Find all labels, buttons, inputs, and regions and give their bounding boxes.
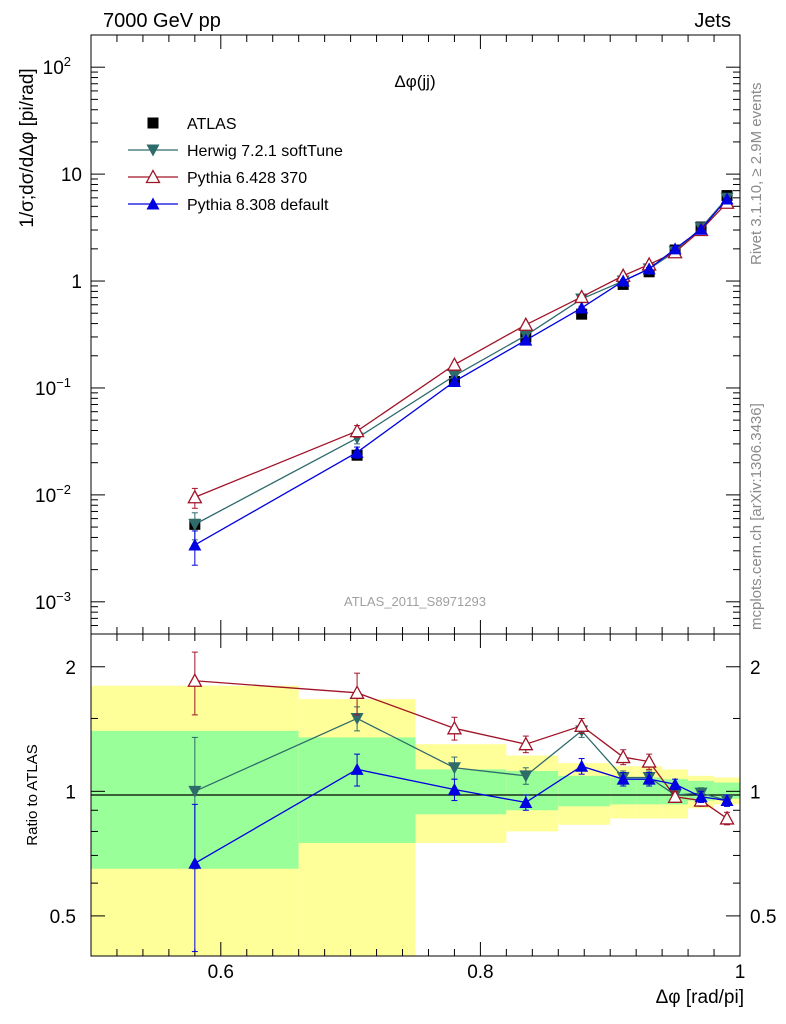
- legend-label-pythia-6-428-370: Pythia 6.428 370: [187, 170, 307, 187]
- ratio-point-herwig-7-2-1-softtune: [350, 712, 364, 725]
- ratio-point-pythia-6-428-370: [349, 684, 365, 699]
- main-y-tick-label: 102: [43, 54, 71, 79]
- legend-label-pythia-8-308-default: Pythia 8.308 default: [187, 197, 329, 214]
- ratio-point-pythia-6-428-370: [615, 749, 631, 764]
- data-point-pythia-8-308-default: [519, 333, 533, 346]
- main-y-tick-label: 10−2: [35, 482, 71, 507]
- main-y-tick-label: 1: [71, 272, 82, 293]
- ratio-panel: 0.5 0.5 1 1 2 2 0.6 0.8 1 Ratio to ATLAS Δφ [rad…: [24, 633, 777, 1008]
- ratio-y-tick-label-left: 1: [65, 782, 76, 803]
- header-left: 7000 GeV pp: [103, 10, 221, 32]
- ratio-series-pythia-8-308-default: [188, 753, 734, 953]
- ratio-point-herwig-7-2-1-softtune: [447, 762, 461, 775]
- ratio-y-tick-label-right: 0.5: [750, 907, 776, 928]
- main-y-tick-labels: 10−3 10−2 10−1 1 10 102: [35, 54, 82, 614]
- ratio-point-pythia-6-428-370: [667, 788, 683, 803]
- ratio-line-pythia-6-428-370: [194, 680, 728, 819]
- main-panel: 10−3 10−2 10−1 1 10 102 Δφ(jj) 1/σ;dσ/dΔφ [pi…: [17, 34, 741, 635]
- legend: ATLAS Herwig 7.2.1 softTune Pythia 6.428 3…: [128, 116, 343, 214]
- band-inner-bin: [415, 769, 507, 815]
- ratio-series-pythia-6-428-370: [187, 651, 735, 826]
- series-pythia-8-308-default: [188, 192, 734, 566]
- x-tick-label: 1: [735, 962, 746, 983]
- legend-label-herwig-7-2-1-softtune: Herwig 7.2.1 softTune: [187, 143, 343, 160]
- ratio-point-pythia-6-428-370: [446, 720, 463, 735]
- data-point-pythia-8-308-default: [350, 445, 364, 458]
- ratio-point-pythia-8-308-default: [720, 794, 734, 807]
- ratio-y-tick-label-right: 1: [750, 782, 761, 803]
- main-y-tick-label: 10−3: [35, 589, 71, 614]
- main-y-tick-label: 10−1: [35, 375, 71, 400]
- mcplots-label: mcplots.cern.ch [arXiv:1306.3436]: [748, 403, 765, 630]
- legend-marker-pythia-8-308-default: [146, 197, 160, 210]
- ratio-error-bar-pythia-8-308-default: [191, 803, 198, 953]
- band-inner-bin: [506, 770, 559, 811]
- ratio-y-tick-label-left: 0.5: [50, 907, 76, 928]
- data-point-pythia-8-308-default: [694, 222, 708, 235]
- data-point-atlas: [576, 308, 588, 320]
- data-point-pythia-8-308-default: [720, 192, 734, 205]
- legend-marker-atlas: [147, 117, 159, 129]
- data-point-pythia-8-308-default: [188, 538, 202, 551]
- data-point-pythia-8-308-default: [668, 242, 682, 255]
- ratio-tick-labels: 0.5 0.5 1 1 2 2 0.6 0.8 1: [50, 658, 777, 983]
- ratio-y-tick-label-left: 2: [65, 658, 76, 679]
- ratio-frame: [90, 633, 741, 957]
- ratio-point-pythia-8-308-default: [575, 759, 589, 772]
- data-point-pythia-8-308-default: [575, 301, 589, 314]
- main-data-layer: [187, 190, 735, 566]
- analysis-id: ATLAS_2011_S8971293: [344, 594, 486, 609]
- data-point-pythia-6-428-370: [446, 356, 463, 371]
- legend-marker-pythia-6-428-370: [145, 169, 161, 184]
- ratio-point-pythia-6-428-370: [518, 736, 534, 751]
- series-line-pythia-8-308-default: [194, 198, 728, 546]
- ratio-y-axis-label: Ratio to ATLAS: [24, 744, 41, 845]
- ratio-series-herwig-7-2-1-softtune: [188, 706, 734, 870]
- ratio-point-pythia-6-428-370: [187, 672, 203, 687]
- legend-marker-herwig-7-2-1-softtune: [146, 144, 160, 157]
- data-point-herwig-7-2-1-softtune: [188, 518, 202, 531]
- ratio-point-pythia-6-428-370: [641, 753, 657, 768]
- ratio-point-pythia-6-428-370: [574, 717, 590, 732]
- rivet-version-label: Rivet 3.1.10, ≥ 2.9M events: [748, 83, 765, 266]
- ratio-point-pythia-8-308-default: [616, 772, 630, 785]
- band-inner-bin: [298, 737, 416, 844]
- main-y-tick-label: 10: [61, 165, 82, 186]
- ratio-point-pythia-8-308-default: [668, 777, 682, 790]
- ratio-point-pythia-8-308-default: [519, 795, 533, 808]
- data-point-pythia-6-428-370: [349, 423, 365, 438]
- band-inner-bin: [558, 775, 611, 807]
- legend-label-atlas: ATLAS: [187, 116, 237, 133]
- ratio-data-layer: [187, 651, 735, 953]
- data-point-pythia-6-428-370: [187, 489, 203, 504]
- x-tick-label: 0.6: [208, 962, 234, 983]
- series-line-pythia-6-428-370: [194, 202, 728, 498]
- ratio-point-pythia-8-308-default: [694, 790, 708, 803]
- ratio-point-herwig-7-2-1-softtune: [188, 785, 202, 798]
- ratio-uncertainty-bands: [91, 685, 740, 956]
- ratio-line-pythia-8-308-default: [194, 765, 728, 864]
- ratio-point-pythia-8-308-default: [350, 762, 364, 775]
- main-axis-ticks: [90, 34, 741, 635]
- ratio-point-pythia-8-308-default: [188, 856, 202, 869]
- header-right: Jets: [694, 10, 731, 32]
- x-tick-label: 0.8: [467, 962, 493, 983]
- series-atlas: [189, 190, 733, 530]
- ratio-y-tick-label-right: 2: [750, 658, 761, 679]
- data-point-pythia-8-308-default: [616, 274, 630, 287]
- data-point-pythia-6-428-370: [518, 316, 534, 331]
- ratio-point-pythia-8-308-default: [642, 772, 656, 785]
- main-title: Δφ(jj): [394, 72, 435, 91]
- data-point-pythia-8-308-default: [642, 262, 656, 275]
- data-point-pythia-8-308-default: [447, 374, 461, 387]
- ratio-line-herwig-7-2-1-softtune: [194, 717, 728, 802]
- x-axis-label: Δφ [rad/pi]: [656, 987, 744, 1008]
- ratio-point-pythia-8-308-default: [447, 783, 461, 796]
- series-pythia-6-428-370: [187, 194, 735, 509]
- ratio-point-pythia-6-428-370: [719, 810, 735, 825]
- main-y-axis-label: 1/σ;dσ/dΔφ [pi/rad]: [17, 68, 38, 227]
- series-herwig-7-2-1-softtune: [188, 192, 734, 541]
- ratio-point-herwig-7-2-1-softtune: [519, 770, 533, 783]
